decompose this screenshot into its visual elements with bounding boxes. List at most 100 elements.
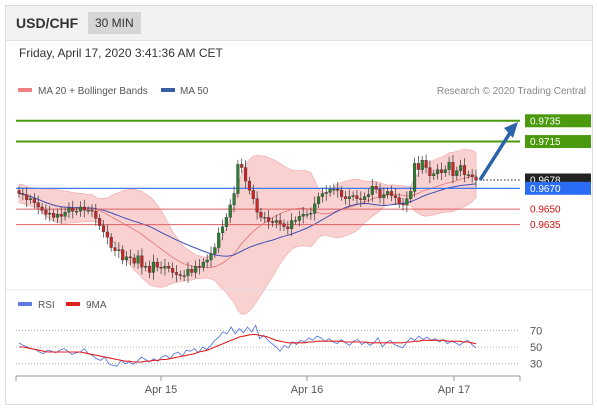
candle-up xyxy=(466,174,470,176)
candle-down xyxy=(90,209,94,212)
candle-down xyxy=(40,206,44,211)
candle-down xyxy=(424,160,428,168)
candle-down xyxy=(197,266,202,268)
candle-down xyxy=(25,194,29,200)
legend-swatch-ma20 xyxy=(18,88,32,92)
candle-down xyxy=(155,261,159,268)
legend-swatch-rsi-ma xyxy=(66,302,80,306)
level-tag-resistance xyxy=(525,114,591,128)
candle-down xyxy=(359,198,363,200)
candle-down xyxy=(21,193,25,195)
candle-up xyxy=(232,193,236,206)
candle-down xyxy=(462,165,467,175)
credit-text: Research © 2020 Trading Central xyxy=(437,86,586,97)
candle-up xyxy=(263,217,267,219)
currency-pair: USD/CHF xyxy=(16,15,79,31)
candle-down xyxy=(267,217,271,222)
legend-swatch-rsi xyxy=(18,302,32,306)
candle-up xyxy=(413,163,417,192)
rsi-line xyxy=(18,324,477,367)
candle-up xyxy=(328,189,332,193)
candle-up xyxy=(301,214,305,217)
candle-down xyxy=(355,195,359,199)
candle-up xyxy=(194,266,198,273)
candle-down xyxy=(59,214,63,217)
level-label-resistance: 0.9735 xyxy=(530,116,561,127)
candle-up xyxy=(313,203,317,214)
candle-up xyxy=(48,213,52,215)
candle-down xyxy=(32,198,36,203)
candle-down xyxy=(140,255,144,268)
candle-up xyxy=(217,232,221,248)
candle-down xyxy=(451,162,455,176)
candle-up xyxy=(436,169,440,174)
candle-down xyxy=(247,180,251,191)
candle-down xyxy=(343,196,347,199)
level-label-last: 0.9678 xyxy=(530,175,561,186)
x-axis-label-2: Apr 16 xyxy=(291,384,323,396)
level-label-support: 0.9635 xyxy=(530,220,561,231)
candle-down xyxy=(336,189,340,191)
candle-down xyxy=(71,207,75,212)
candle-up xyxy=(209,253,213,261)
candle-down xyxy=(378,189,382,198)
candle-down xyxy=(109,236,113,248)
candle-down xyxy=(121,249,125,261)
candle-up xyxy=(75,211,79,213)
candle-up xyxy=(459,165,463,171)
candle-up xyxy=(297,216,301,221)
timeframe-badge[interactable]: 30 MIN xyxy=(88,12,141,34)
candle-up xyxy=(409,191,413,199)
candle-up xyxy=(347,196,351,199)
candle-up xyxy=(220,226,225,234)
candle-down xyxy=(148,266,152,273)
forecast-arrow-head xyxy=(504,121,518,138)
candle-up xyxy=(186,269,190,276)
rsi-ma-line xyxy=(19,333,477,363)
candle-down xyxy=(397,197,401,205)
x-axis-label-3: Apr 17 xyxy=(438,384,470,396)
level-tag-pivot xyxy=(525,181,591,195)
candle-up xyxy=(182,275,186,277)
candle-down xyxy=(128,256,132,259)
level-label-resistance: 0.9715 xyxy=(530,137,561,148)
header-bar: USD/CHF 30 MIN xyxy=(6,6,592,41)
candle-up xyxy=(274,220,278,223)
candle-down xyxy=(132,257,136,264)
level-label-pivot: 0.9670 xyxy=(530,184,561,195)
candle-down xyxy=(101,225,106,233)
candle-down xyxy=(474,176,478,181)
candle-up xyxy=(370,186,374,195)
candle-down xyxy=(52,213,56,218)
candle-down xyxy=(374,186,378,190)
candle-up xyxy=(67,207,71,213)
candle-down xyxy=(416,163,420,170)
candle-up xyxy=(86,209,90,212)
candle-up xyxy=(28,198,33,200)
candle-up xyxy=(205,259,209,263)
candle-down xyxy=(159,267,163,269)
candle-down xyxy=(389,191,394,196)
candle-down xyxy=(105,231,109,238)
rsi-tick-label: 70 xyxy=(530,325,542,337)
candle-up xyxy=(324,192,328,194)
candle-down xyxy=(340,190,344,197)
candle-up xyxy=(55,214,59,218)
x-axis-label-1: Apr 15 xyxy=(145,384,177,396)
candle-up xyxy=(366,194,371,197)
candle-down xyxy=(171,268,175,273)
candle-down xyxy=(44,209,48,215)
candle-down xyxy=(174,272,179,275)
candle-down xyxy=(401,203,405,206)
rsi-tick-label: 50 xyxy=(530,342,542,354)
candle-down xyxy=(286,226,290,229)
candle-up xyxy=(386,191,390,195)
candle-down xyxy=(36,202,40,208)
candle-down xyxy=(178,274,182,276)
level-tag-resistance xyxy=(525,135,591,149)
candle-up xyxy=(320,193,324,197)
candle-down xyxy=(259,212,263,218)
candle-up xyxy=(213,247,217,254)
candle-down xyxy=(393,195,397,198)
